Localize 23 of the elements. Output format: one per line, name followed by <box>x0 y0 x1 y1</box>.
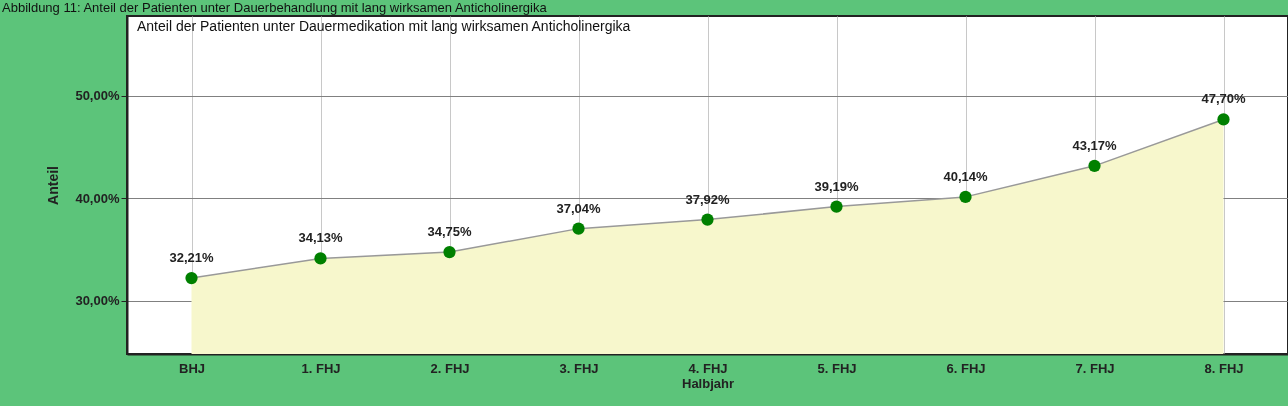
x-axis-title: Halbjahr <box>681 375 735 391</box>
x-tick-label: 2. FHJ <box>430 360 470 376</box>
y-axis-title: Anteil <box>45 166 62 205</box>
chart-title: Anteil der Patienten unter Dauermedikation mit lang wirksamen Anticholinergika <box>137 18 631 34</box>
y-tick-label: 50,00% <box>75 88 120 104</box>
data-label: 32,21% <box>169 250 214 266</box>
data-label: 43,17% <box>1072 137 1117 153</box>
x-tick-label: 5. FHJ <box>817 360 857 376</box>
x-tick-label: 4. FHJ <box>688 360 728 376</box>
x-tick-label: 1. FHJ <box>301 360 341 376</box>
x-tick-label: BHJ <box>178 360 206 376</box>
y-tick-label: 30,00% <box>75 293 120 309</box>
x-tick-label: 7. FHJ <box>1075 360 1115 376</box>
y-tick-label: 40,00% <box>75 190 120 206</box>
x-tick-label: 8. FHJ <box>1204 360 1244 376</box>
x-tick-label: 3. FHJ <box>559 360 599 376</box>
x-tick-label: 6. FHJ <box>946 360 986 376</box>
text: Abbildung 11: Anteil der Patienten unter Dauerbehandlung mit lang wirksamen Anticholinergika <box>2 0 548 15</box>
data-label: 34,13% <box>298 230 343 246</box>
data-label: 34,75% <box>427 224 472 240</box>
data-label: 39,19% <box>814 178 859 194</box>
data-label: 37,04% <box>556 200 601 216</box>
data-label: 40,14% <box>943 168 988 184</box>
